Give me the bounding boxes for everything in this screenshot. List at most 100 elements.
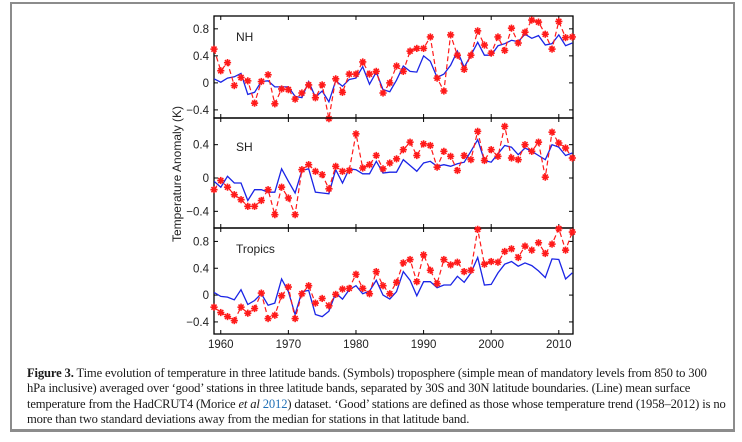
troposphere-point bbox=[447, 261, 455, 269]
troposphere-point bbox=[271, 311, 279, 319]
caption-text-part1: Time evolution of temperature in three l… bbox=[27, 366, 710, 411]
surface-temperature-line bbox=[214, 138, 573, 202]
troposphere-point bbox=[561, 144, 570, 152]
troposphere-point bbox=[264, 71, 272, 79]
y-tick-label: −0.4 bbox=[186, 317, 209, 329]
troposphere-point bbox=[250, 304, 259, 313]
troposphere-point bbox=[521, 28, 529, 36]
troposphere-point bbox=[419, 251, 428, 259]
troposphere-point bbox=[514, 253, 522, 262]
troposphere-point bbox=[440, 147, 448, 155]
troposphere-point bbox=[480, 260, 489, 268]
troposphere-point bbox=[250, 99, 259, 107]
troposphere-point bbox=[365, 70, 374, 78]
troposphere-point bbox=[561, 246, 570, 254]
troposphere-point bbox=[318, 294, 326, 303]
y-tick-label: 0 bbox=[203, 78, 209, 90]
troposphere-point bbox=[487, 49, 495, 57]
troposphere-point bbox=[284, 86, 292, 94]
x-tick-label: 2000 bbox=[478, 339, 504, 351]
panel-label: SH bbox=[236, 140, 253, 154]
panel-tropics: −0.4 0 0.4 0.8 Tropics bbox=[186, 225, 576, 335]
troposphere-point bbox=[386, 79, 394, 87]
troposphere-point bbox=[460, 268, 468, 276]
panel-axes-frame bbox=[213, 15, 574, 119]
troposphere-point bbox=[298, 290, 306, 298]
troposphere-point bbox=[365, 161, 374, 169]
troposphere-point bbox=[305, 81, 313, 89]
troposphere-point bbox=[433, 163, 441, 171]
troposphere-point bbox=[223, 183, 232, 191]
troposphere-point bbox=[392, 155, 401, 163]
panel-sh: −0.4 0 0.4 SH bbox=[186, 117, 576, 229]
troposphere-point bbox=[474, 127, 482, 135]
troposphere-point bbox=[426, 266, 434, 274]
troposphere-point bbox=[318, 81, 326, 89]
troposphere-dashed-line bbox=[214, 19, 573, 118]
troposphere-point bbox=[460, 151, 468, 160]
troposphere-point bbox=[365, 290, 374, 298]
troposphere-point bbox=[507, 24, 516, 32]
troposphere-point bbox=[494, 33, 502, 41]
troposphere-dashed-line bbox=[214, 126, 573, 217]
troposphere-point bbox=[345, 284, 353, 292]
troposphere-point bbox=[447, 152, 455, 160]
x-tick-label: 1960 bbox=[208, 339, 234, 351]
troposphere-point bbox=[352, 270, 360, 278]
troposphere-point bbox=[230, 81, 238, 90]
troposphere-point bbox=[413, 151, 421, 160]
troposphere-point bbox=[325, 115, 333, 123]
panel-axes-frame bbox=[213, 117, 574, 229]
y-tick-label: 0.4 bbox=[193, 51, 210, 63]
troposphere-point bbox=[514, 39, 522, 47]
troposphere-point bbox=[345, 166, 353, 175]
troposphere-point bbox=[291, 314, 299, 323]
troposphere-point bbox=[413, 278, 421, 286]
troposphere-point bbox=[541, 249, 549, 258]
troposphere-point bbox=[210, 186, 218, 194]
troposphere-point bbox=[359, 284, 367, 292]
troposphere-point bbox=[325, 302, 333, 310]
surface-temperature-line bbox=[214, 33, 573, 104]
troposphere-point bbox=[406, 47, 414, 55]
y-tick-label: 0.4 bbox=[193, 263, 210, 275]
troposphere-point bbox=[305, 161, 313, 169]
troposphere-point bbox=[359, 164, 367, 172]
troposphere-point bbox=[298, 166, 306, 174]
troposphere-point bbox=[332, 162, 340, 170]
figure-frame bbox=[10, 2, 735, 432]
troposphere-point bbox=[386, 290, 394, 298]
troposphere-point bbox=[217, 67, 225, 75]
troposphere-point bbox=[257, 289, 265, 297]
troposphere-point bbox=[257, 77, 265, 86]
troposphere-point bbox=[487, 257, 495, 266]
troposphere-point bbox=[494, 152, 502, 160]
caption-text-part2: ) dataset. ‘Good’ stations are defined a… bbox=[27, 396, 726, 427]
troposphere-point bbox=[568, 33, 576, 41]
troposphere-point bbox=[379, 282, 387, 290]
troposphere-point bbox=[561, 34, 570, 42]
troposphere-point bbox=[480, 156, 489, 165]
troposphere-point bbox=[291, 211, 299, 219]
troposphere-point bbox=[264, 186, 272, 194]
troposphere-point bbox=[392, 62, 401, 70]
panel-label: Tropics bbox=[236, 242, 275, 256]
x-tick-label: 2010 bbox=[546, 339, 572, 351]
troposphere-point bbox=[507, 245, 516, 253]
citation-link[interactable]: 2012 bbox=[262, 396, 288, 411]
troposphere-point bbox=[555, 139, 563, 147]
troposphere-point bbox=[406, 255, 414, 264]
troposphere-point bbox=[507, 154, 516, 162]
troposphere-point bbox=[305, 282, 313, 290]
troposphere-point bbox=[244, 77, 252, 85]
troposphere-point bbox=[298, 89, 306, 97]
troposphere-point bbox=[528, 16, 536, 24]
troposphere-point bbox=[568, 154, 576, 162]
x-tick-label: 1980 bbox=[343, 339, 369, 351]
y-tick-label: 0.8 bbox=[193, 24, 209, 36]
troposphere-point bbox=[467, 51, 475, 59]
troposphere-point bbox=[447, 31, 455, 39]
troposphere-point bbox=[541, 30, 549, 38]
troposphere-point bbox=[548, 240, 556, 248]
troposphere-point bbox=[386, 159, 394, 167]
